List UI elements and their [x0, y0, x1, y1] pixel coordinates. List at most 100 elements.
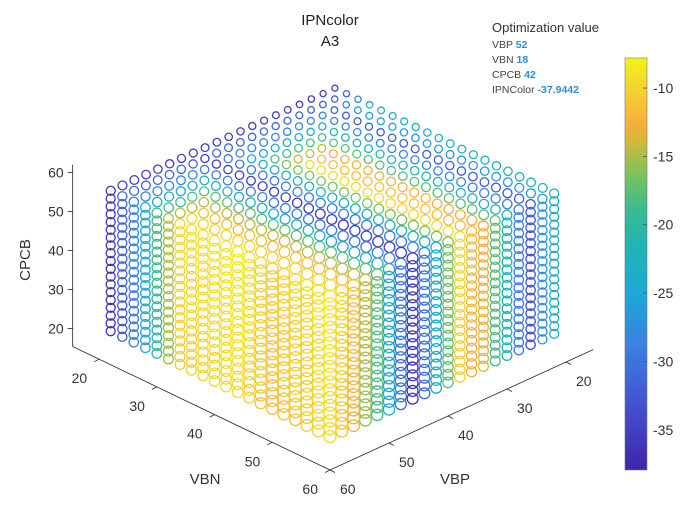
scatter-point: [537, 224, 548, 236]
scatter-point: [375, 149, 385, 159]
scatter-point: [353, 117, 362, 126]
scatter-point: [324, 267, 337, 281]
scatter-point: [243, 313, 256, 326]
scatter-point: [247, 132, 257, 142]
scatter-point: [162, 329, 174, 342]
scatter-point: [396, 214, 408, 226]
scatter-point: [323, 422, 337, 436]
scatter-point: [479, 177, 490, 188]
scatter-point: [212, 148, 222, 158]
scatter-point: [315, 197, 326, 209]
x-axis-label: VBN: [190, 471, 221, 488]
scatter-point: [128, 313, 140, 325]
scatter-point: [465, 295, 478, 308]
scatter-point: [281, 159, 292, 170]
scatter-point: [406, 337, 419, 351]
scatter-point: [323, 367, 337, 381]
scatter-point: [386, 176, 397, 187]
scatter-point: [359, 262, 372, 276]
scatter-point: [489, 300, 501, 312]
scatter-point: [328, 160, 338, 170]
scatter-point: [105, 209, 116, 220]
scatter-point: [358, 359, 372, 373]
scatter-point: [444, 171, 455, 182]
scatter-point: [394, 374, 407, 387]
scatter-point: [442, 306, 454, 319]
scatter-point: [185, 223, 198, 236]
scatter-point: [513, 243, 525, 255]
scatter-point: [525, 198, 536, 210]
scatter-point: [418, 340, 431, 353]
scatter-point: [266, 262, 279, 275]
scatter-point: [323, 375, 337, 389]
scatter-point: [502, 177, 513, 188]
scatter-point: [537, 217, 548, 228]
scatter-point: [479, 187, 490, 199]
scatter-point: [455, 198, 466, 210]
scatter-point: [454, 340, 466, 352]
scatter-point: [280, 192, 291, 203]
scatter-point: [254, 373, 267, 386]
scatter-point: [151, 196, 163, 208]
scatter-point: [233, 202, 245, 214]
scatter-point: [282, 149, 292, 159]
datatip[interactable]: Optimization value VBP 52 VBN 18 CPCB 42…: [492, 20, 599, 98]
scatter-point: [454, 355, 466, 368]
scatter-point: [128, 258, 140, 270]
scatter-point: [477, 251, 490, 263]
scatter-point: [501, 256, 513, 268]
scatter-point: [186, 202, 198, 214]
scatter-point: [117, 269, 128, 280]
scatter-point: [210, 180, 221, 192]
scatter-point: [128, 290, 140, 301]
scatter-point: [465, 233, 478, 245]
scatter-point: [394, 288, 407, 302]
scatter-point: [162, 290, 174, 303]
scatter-point: [388, 122, 397, 131]
scatter-point: [311, 283, 326, 298]
scatter-point: [231, 378, 244, 391]
scatter-point: [231, 354, 244, 367]
scatter-point: [294, 122, 304, 131]
scatter-point: [537, 310, 548, 322]
scatter-point: [339, 165, 350, 176]
scatter-point: [117, 214, 128, 225]
scatter-point: [445, 149, 455, 160]
scatter-point: [338, 187, 350, 198]
scatter-point: [105, 326, 116, 337]
scatter-point: [549, 250, 560, 262]
scatter-point: [418, 356, 431, 369]
scatter-point: [384, 208, 396, 220]
scatter-point: [140, 225, 151, 237]
scatter-point: [370, 283, 384, 297]
scatter-point: [370, 353, 384, 367]
scatter-point: [489, 277, 501, 289]
scatter-point: [397, 182, 408, 193]
x-axis-line: [72, 346, 331, 471]
scatter-point: [442, 314, 454, 326]
scatter-point: [220, 279, 233, 292]
scatter-point: [501, 334, 513, 346]
scatter-point: [243, 375, 256, 389]
scatter-point: [418, 301, 431, 314]
scatter-point: [105, 302, 116, 313]
scatter-point: [347, 267, 361, 281]
scatter-point: [385, 187, 396, 198]
scatter-point: [162, 275, 174, 287]
scatter-point: [291, 208, 303, 220]
scatter-point: [291, 219, 303, 231]
x-tick: [209, 414, 215, 418]
scatter-point: [317, 143, 327, 153]
scatter-point: [501, 326, 513, 338]
scatter-point: [208, 242, 221, 255]
scatter-point: [490, 204, 501, 215]
scatter-point: [358, 304, 372, 318]
scatter-point: [489, 316, 501, 328]
scatter-point: [549, 203, 560, 215]
scatter-point: [174, 358, 186, 371]
y-tick-label: 30: [517, 400, 533, 416]
scatter-point: [197, 307, 209, 319]
scatter-point: [454, 209, 466, 221]
scatter-point: [162, 212, 174, 225]
